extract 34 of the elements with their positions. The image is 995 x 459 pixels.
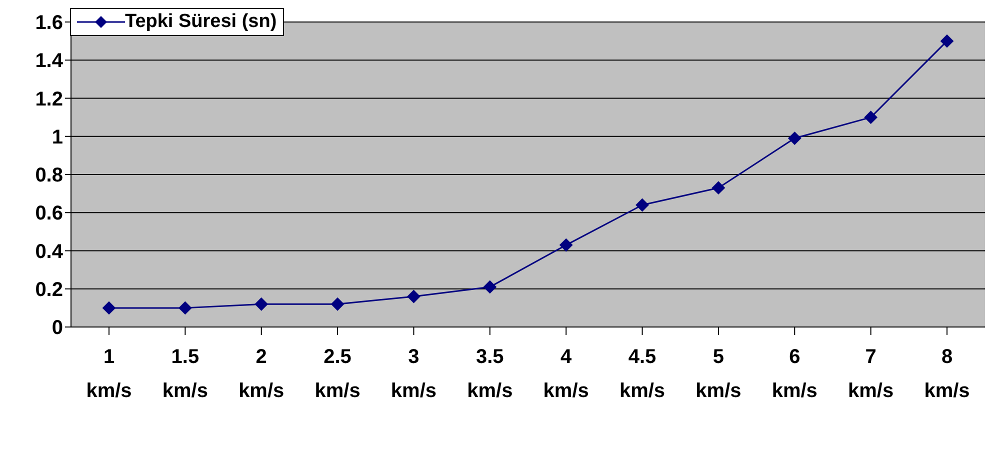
x-tick-label: 2.5 km/s <box>314 346 360 402</box>
y-tick-label: 1.6 <box>35 12 63 34</box>
x-tick-label: 6 km/s <box>772 346 818 402</box>
point <box>407 290 420 303</box>
point <box>483 280 496 294</box>
y-tick-label: 0 <box>52 317 63 340</box>
y-tick-label: 1 <box>52 126 63 148</box>
x-tick-label: 1.5 km/s <box>162 346 208 402</box>
x-tick-label: 7 km/s <box>848 346 894 402</box>
y-tick-label: 1.2 <box>35 88 63 110</box>
y-tick-label: 0.4 <box>35 240 64 263</box>
point <box>788 132 802 145</box>
y-tick-label: 0.2 <box>35 278 63 301</box>
legend-label: Tepki Süresi (sn) <box>125 11 277 33</box>
x-tick-label: 4 km/s <box>543 346 589 402</box>
x-tick-label: 1 km/s <box>86 346 132 402</box>
point <box>940 34 954 48</box>
x-tick-label: 2 km/s <box>238 346 284 402</box>
point <box>864 110 878 124</box>
point <box>636 198 649 212</box>
point <box>560 238 573 252</box>
point <box>712 181 725 194</box>
y-tick-label: 0.6 <box>35 202 63 225</box>
point <box>102 301 116 314</box>
x-tick-label: 5 km/s <box>696 346 742 402</box>
x-tick-label: 3 km/s <box>390 346 437 402</box>
y-tick-label: 0.8 <box>35 164 63 187</box>
point <box>178 301 192 314</box>
x-tick-label: 3.5 km/s <box>467 346 513 402</box>
y-tick-label: 1.4 <box>35 50 64 72</box>
point <box>331 298 344 311</box>
x-tick-label: 4.5 km/s <box>619 346 666 402</box>
x-tick-label: 8 km/s <box>924 346 970 402</box>
point <box>254 298 268 311</box>
